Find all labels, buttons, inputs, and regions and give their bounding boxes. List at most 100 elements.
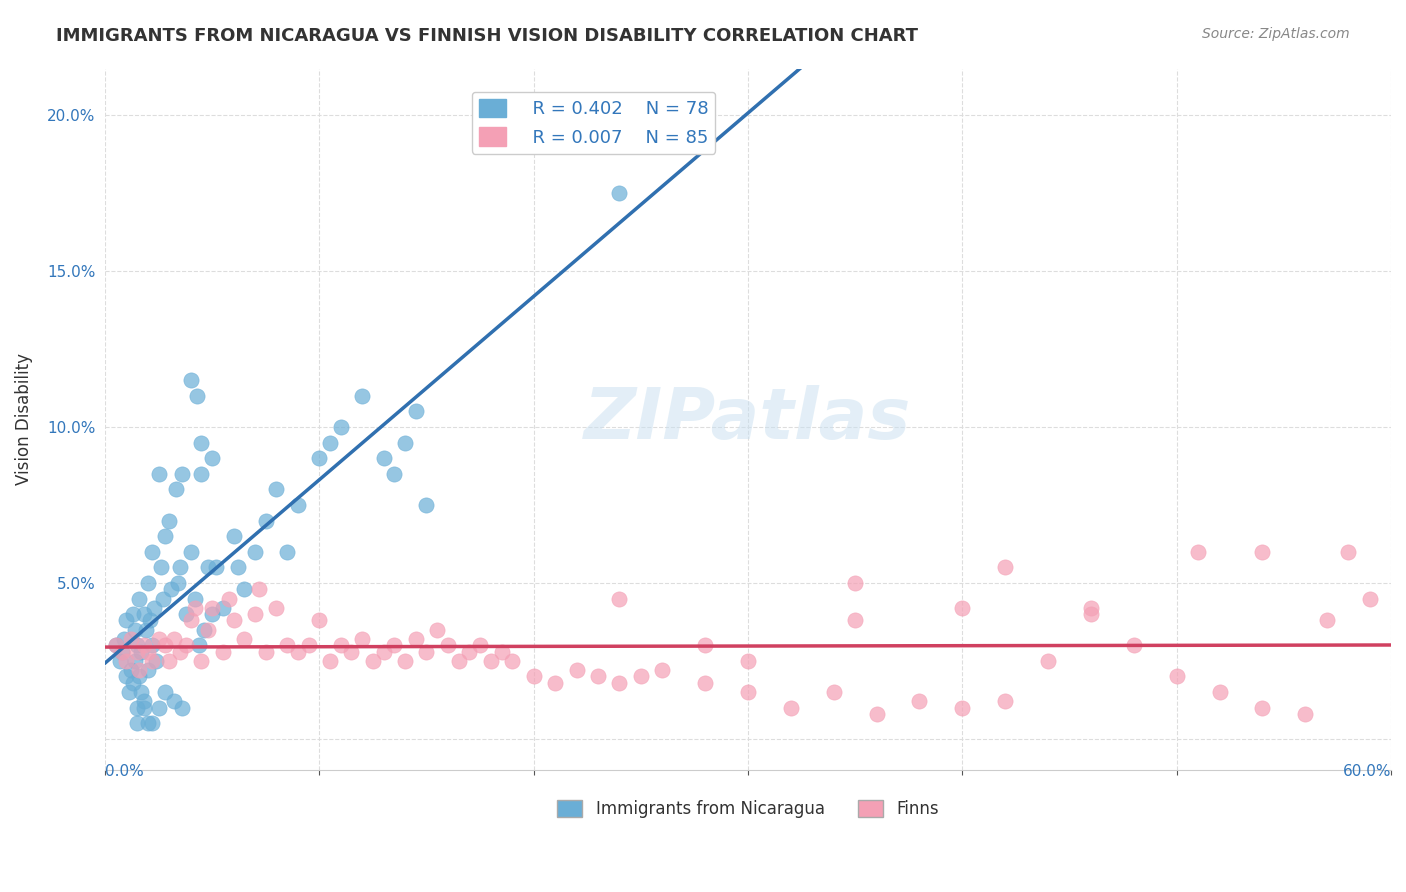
Point	[779, 700, 801, 714]
Point	[153, 685, 176, 699]
Y-axis label: Vision Disability: Vision Disability	[15, 353, 32, 485]
Point	[180, 613, 202, 627]
Point	[329, 420, 352, 434]
Text: Source: ZipAtlas.com: Source: ZipAtlas.com	[1202, 27, 1350, 41]
Point	[190, 435, 212, 450]
Point	[254, 644, 277, 658]
Point	[276, 545, 298, 559]
Point	[141, 716, 163, 731]
Point	[1251, 700, 1274, 714]
Point	[162, 632, 184, 646]
Point	[1208, 685, 1230, 699]
Point	[141, 545, 163, 559]
Point	[131, 685, 153, 699]
Point	[447, 654, 470, 668]
Point	[186, 389, 208, 403]
Point	[243, 607, 266, 621]
Point	[373, 451, 395, 466]
Point	[188, 638, 211, 652]
Point	[132, 700, 155, 714]
Point	[437, 638, 460, 652]
Point	[823, 685, 845, 699]
Text: ZIPatlas: ZIPatlas	[585, 384, 911, 454]
Point	[695, 675, 717, 690]
Point	[157, 514, 180, 528]
Point	[148, 467, 170, 481]
Point	[1036, 654, 1059, 668]
Point	[124, 623, 146, 637]
Point	[222, 529, 245, 543]
Point	[136, 663, 159, 677]
Point	[139, 613, 162, 627]
Point	[415, 498, 437, 512]
Point	[352, 389, 374, 403]
Point	[169, 560, 191, 574]
Point	[994, 694, 1017, 708]
Point	[190, 654, 212, 668]
Point	[132, 607, 155, 621]
Point	[149, 560, 172, 574]
Point	[266, 483, 288, 497]
Point	[153, 638, 176, 652]
Point	[141, 654, 163, 668]
Point	[148, 700, 170, 714]
Point	[1080, 607, 1102, 621]
Point	[128, 669, 150, 683]
Point	[201, 451, 224, 466]
Text: IMMIGRANTS FROM NICARAGUA VS FINNISH VISION DISABILITY CORRELATION CHART: IMMIGRANTS FROM NICARAGUA VS FINNISH VIS…	[56, 27, 918, 45]
Point	[1122, 638, 1144, 652]
Point	[565, 663, 588, 677]
Point	[426, 623, 449, 637]
Point	[167, 576, 190, 591]
Point	[458, 644, 481, 658]
Point	[104, 638, 127, 652]
Point	[176, 607, 198, 621]
Point	[479, 654, 502, 668]
Point	[115, 613, 138, 627]
Point	[630, 669, 652, 683]
Point	[609, 591, 631, 606]
Point	[201, 600, 224, 615]
Point	[111, 644, 134, 658]
Point	[501, 654, 523, 668]
Point	[233, 632, 256, 646]
Point	[308, 451, 330, 466]
Point	[340, 644, 363, 658]
Point	[136, 576, 159, 591]
Point	[844, 576, 866, 591]
Point	[115, 669, 138, 683]
Point	[394, 435, 416, 450]
Point	[121, 607, 143, 621]
Point	[254, 514, 277, 528]
Point	[132, 694, 155, 708]
Point	[132, 638, 155, 652]
Text: 0.0%: 0.0%	[105, 764, 143, 779]
Point	[108, 654, 131, 668]
Point	[197, 560, 219, 574]
Point	[128, 663, 150, 677]
Point	[544, 675, 567, 690]
Point	[415, 644, 437, 658]
Point	[127, 644, 149, 658]
Point	[172, 467, 194, 481]
Point	[112, 632, 135, 646]
Point	[382, 467, 405, 481]
Point	[319, 654, 342, 668]
Point	[143, 600, 166, 615]
Point	[950, 600, 973, 615]
Point	[737, 654, 759, 668]
Point	[124, 654, 146, 668]
Point	[120, 663, 142, 677]
Point	[131, 644, 153, 658]
Point	[165, 483, 187, 497]
Point	[609, 186, 631, 201]
Point	[373, 644, 395, 658]
Point	[737, 685, 759, 699]
Point	[111, 644, 134, 658]
Point	[157, 654, 180, 668]
Point	[136, 716, 159, 731]
Point	[127, 638, 149, 652]
Point	[382, 638, 405, 652]
Text: 60.0%: 60.0%	[1343, 764, 1391, 779]
Point	[180, 545, 202, 559]
